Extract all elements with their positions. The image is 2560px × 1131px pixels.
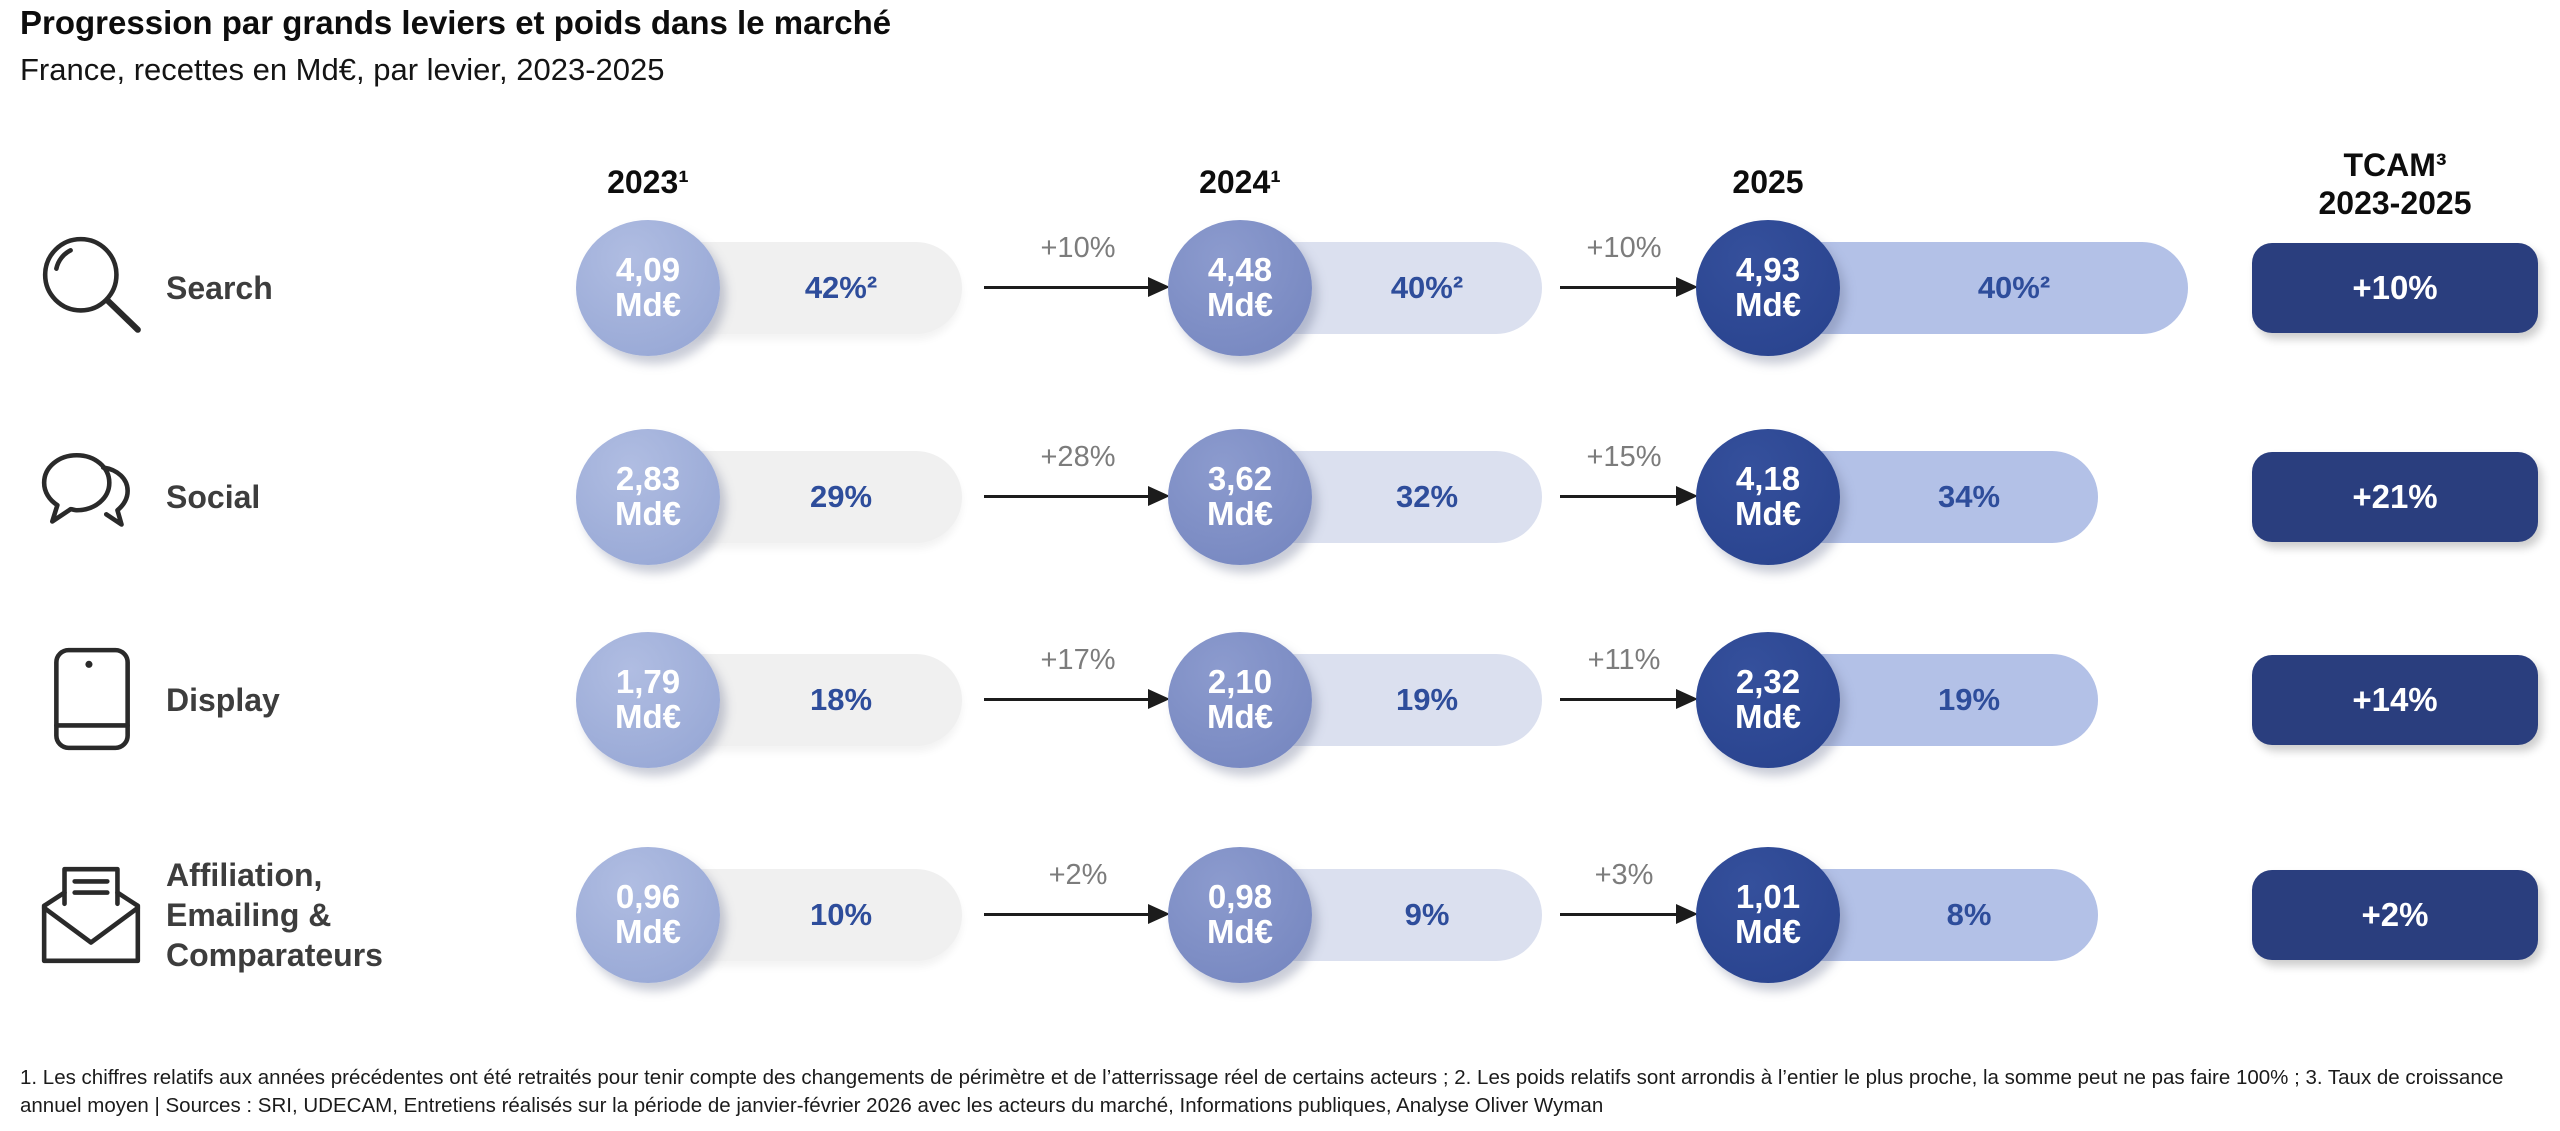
column-header-2025: 2025 [1732,164,1804,200]
chat-bubbles-icon [36,441,148,553]
revenue-unit: Md€ [1207,286,1273,323]
tcam-badge: +10% [2252,243,2538,333]
revenue-unit: Md€ [615,495,681,532]
revenue-bubble-2024: 4,48 Md€ [1168,220,1312,356]
arrow-right-icon [984,689,1170,709]
revenue-value: 4,48 [1207,251,1273,289]
column-header-2023: 2023¹ [607,164,689,200]
revenue-value: 3,62 [1207,460,1273,498]
revenue-bubble-2023: 2,83 Md€ [576,429,720,565]
share-2024: 32% [1395,479,1459,514]
revenue-value: 0,96 [615,878,681,916]
revenue-bubble-2023: 0,96 Md€ [576,847,720,983]
share-2023: 10% [809,897,873,932]
revenue-unit: Md€ [1207,698,1273,735]
revenue-bubble-2024: 3,62 Md€ [1168,429,1312,565]
revenue-unit: Md€ [615,698,681,735]
growth-label-2023-2024: +2% [1048,859,1108,891]
revenue-bubble-2023: 4,09 Md€ [576,220,720,356]
lever-row-search: Search 42%² 4,09 Md€ +10% 40%² 4,48 Md€ … [0,220,2560,356]
revenue-value: 2,32 [1735,663,1801,701]
arrow-right-icon [984,277,1170,297]
growth-label-2023-2024: +10% [1040,232,1116,264]
share-2025: 40%² [1977,270,2051,305]
revenue-bubble-2025: 1,01 Md€ [1696,847,1840,983]
revenue-value: 1,01 [1735,878,1801,916]
arrow-right-icon [1560,277,1698,297]
share-2025: 19% [1937,682,2001,717]
share-2023: 18% [809,682,873,717]
revenue-bubble-2023: 1,79 Md€ [576,632,720,768]
revenue-bubble-2024: 2,10 Md€ [1168,632,1312,768]
growth-label-2023-2024: +17% [1040,644,1116,676]
share-2023: 42%² [804,270,878,305]
revenue-unit: Md€ [1735,698,1801,735]
tcam-badge: +2% [2252,870,2538,960]
revenue-bubble-2025: 4,93 Md€ [1696,220,1840,356]
revenue-bubble-2024: 0,98 Md€ [1168,847,1312,983]
footnote: 1. Les chiffres relatifs aux années préc… [20,1066,2504,1118]
tcam-badge: +14% [2252,655,2538,745]
share-2024: 19% [1395,682,1459,717]
arrow-right-icon [1560,904,1698,924]
growth-label-2024-2025: +11% [1587,644,1661,676]
revenue-value: 4,18 [1735,460,1801,498]
share-2025: 34% [1937,479,2001,514]
lever-row-affiliation: Affiliation, Emailing & Comparateurs 10%… [0,847,2560,983]
arrow-right-icon [1560,689,1698,709]
revenue-value: 2,83 [615,460,681,498]
share-2023: 29% [809,479,873,514]
revenue-unit: Md€ [615,286,681,323]
share-2024: 40%² [1390,270,1464,305]
revenue-unit: Md€ [1735,913,1801,950]
tcam-header-line2: 2023-2025 [2318,185,2472,222]
revenue-value: 4,09 [615,251,681,289]
lever-row-social: Social 29% 2,83 Md€ +28% 32% 3,62 Md€ +1… [0,429,2560,565]
revenue-bubble-2025: 4,18 Md€ [1696,429,1840,565]
column-header-2024: 2024¹ [1199,164,1281,200]
revenue-unit: Md€ [1207,913,1273,950]
revenue-unit: Md€ [1735,286,1801,323]
revenue-value: 0,98 [1207,878,1273,916]
page-title: Progression par grands leviers et poids … [20,4,892,41]
share-2025: 8% [1946,897,1992,932]
growth-label-2023-2024: +28% [1040,441,1116,473]
revenue-unit: Md€ [1207,495,1273,532]
envelope-icon [36,859,148,971]
lever-label: Search [166,270,273,306]
growth-label-2024-2025: +10% [1586,232,1662,264]
display-device-icon [36,644,148,756]
growth-label-2024-2025: +15% [1586,441,1662,473]
lever-label: Social [166,479,261,515]
revenue-value: 1,79 [615,663,681,701]
share-2024: 9% [1404,897,1450,932]
lever-label: Display [166,682,280,718]
arrow-right-icon [1560,486,1698,506]
arrow-right-icon [984,904,1170,924]
revenue-unit: Md€ [1735,495,1801,532]
growth-label-2024-2025: +3% [1594,859,1654,891]
page-subtitle: France, recettes en Md€, par levier, 202… [20,52,665,87]
revenue-unit: Md€ [615,913,681,950]
revenue-value: 4,93 [1735,251,1801,289]
revenue-bubble-2025: 2,32 Md€ [1696,632,1840,768]
tcam-header-line1: TCAM³ [2343,147,2447,183]
column-header-tcam: TCAM³ 2023-2025 [2243,146,2547,223]
revenue-value: 2,10 [1207,663,1273,701]
magnifier-icon [36,232,148,344]
arrow-right-icon [984,486,1170,506]
lever-row-display: Display 18% 1,79 Md€ +17% 19% 2,10 Md€ +… [0,632,2560,768]
lever-label: Affiliation, Emailing & Comparateurs [166,857,383,973]
tcam-badge: +21% [2252,452,2538,542]
